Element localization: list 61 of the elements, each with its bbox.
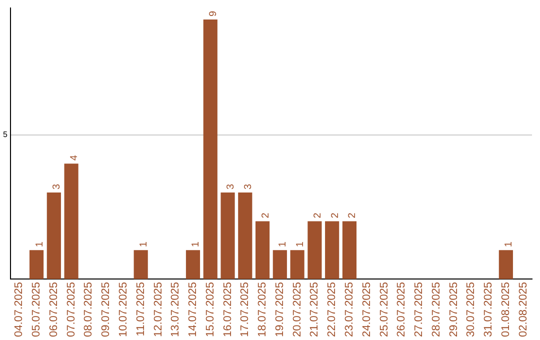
- bar: [220, 192, 235, 279]
- x-tick-label: 14.07.2025: [187, 282, 200, 338]
- x-tick-label: 25.07.2025: [378, 282, 390, 338]
- y-tick-label: 5: [2, 130, 8, 140]
- bar: [203, 20, 218, 279]
- x-tick-label: 10.07.2025: [117, 282, 130, 338]
- x-tick-label: 15.07.2025: [204, 282, 216, 338]
- data-label: 2: [330, 212, 341, 218]
- x-tick-label: 06.07.2025: [48, 282, 60, 338]
- bar: [342, 221, 356, 279]
- x-tick-label: 01.08.2025: [500, 282, 512, 338]
- bar: [498, 250, 513, 279]
- data-label: 2: [347, 212, 358, 218]
- x-tick-label: 20.07.2025: [291, 282, 304, 338]
- x-tick-label: 17.07.2025: [239, 282, 252, 338]
- data-label: 1: [278, 241, 289, 248]
- x-tick-label: 11.07.2025: [134, 282, 147, 336]
- x-tick-label: 18.07.2025: [256, 282, 269, 338]
- data-label: 1: [138, 241, 150, 248]
- x-tick-label: 12.07.2025: [152, 282, 164, 338]
- data-label: 3: [242, 183, 254, 190]
- x-tick-label: 24.07.2025: [360, 282, 373, 338]
- x-tick-label: 19.07.2025: [274, 282, 286, 338]
- bar: [308, 221, 322, 279]
- data-label: 1: [34, 241, 46, 248]
- x-tick-label: 09.07.2025: [100, 282, 112, 338]
- bar: [46, 192, 61, 279]
- bar: [64, 164, 78, 279]
- x-tick-label: 30.07.2025: [465, 282, 478, 338]
- data-label: 2: [260, 212, 272, 218]
- bar: [238, 192, 252, 279]
- x-tick-label: 29.07.2025: [448, 282, 460, 338]
- x-tick-label: 04.07.2025: [13, 282, 26, 338]
- x-tick-label: 26.07.2025: [396, 282, 408, 338]
- data-label: 1: [190, 241, 202, 248]
- bar: [325, 221, 340, 279]
- bar: [290, 250, 304, 279]
- data-label: 9: [208, 10, 220, 17]
- bar: [255, 221, 270, 279]
- x-tick-label: 28.07.2025: [430, 282, 442, 338]
- x-tick-label: 22.07.2025: [326, 282, 338, 338]
- x-tick-label: 02.08.2025: [517, 282, 530, 338]
- bar: [29, 250, 44, 279]
- data-label: 1: [295, 241, 306, 248]
- x-tick-label: 08.07.2025: [82, 282, 95, 338]
- bar: [186, 250, 200, 279]
- x-tick-label: 21.07.2025: [308, 282, 321, 338]
- data-label: 3: [226, 183, 237, 190]
- data-label: 2: [312, 212, 324, 218]
- x-tick-label: 23.07.2025: [343, 282, 356, 338]
- data-label: 3: [52, 183, 63, 190]
- data-label: 1: [504, 241, 515, 248]
- x-tick-label: 16.07.2025: [222, 282, 234, 338]
- x-tick-label: 13.07.2025: [170, 282, 182, 338]
- data-label: 4: [69, 154, 80, 161]
- x-tick-label: 27.07.2025: [413, 282, 426, 338]
- x-tick-label: 05.07.2025: [30, 282, 43, 338]
- x-tick-label: 31.07.2025: [482, 282, 495, 338]
- bar: [272, 250, 287, 279]
- bar: [134, 250, 148, 279]
- x-tick-label: 07.07.2025: [65, 282, 78, 338]
